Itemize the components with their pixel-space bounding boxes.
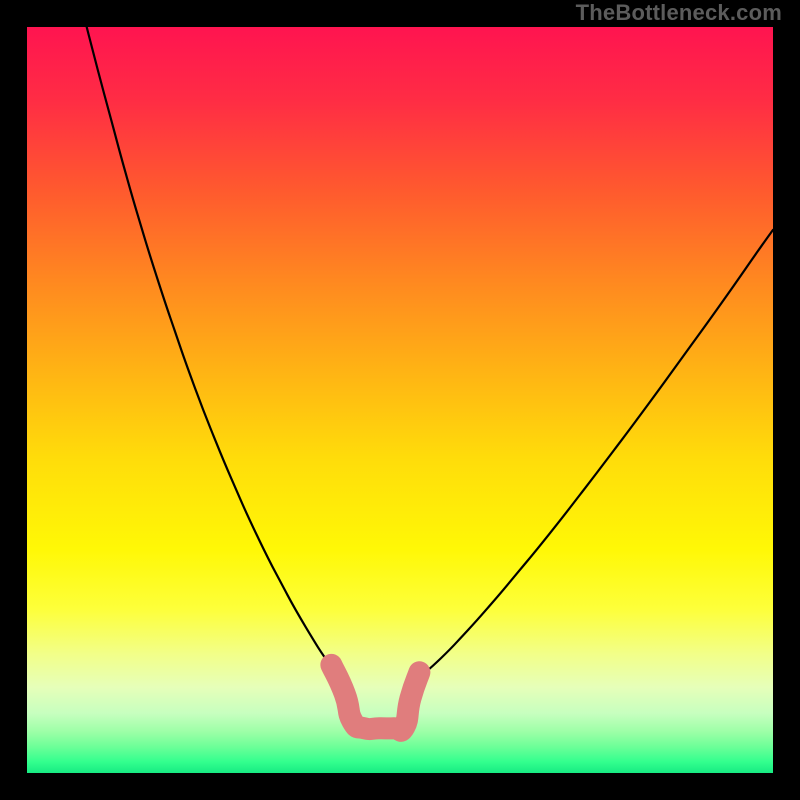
chart-background [27,27,773,773]
watermark-text: TheBottleneck.com [576,0,782,26]
chart-svg [27,27,773,773]
chart-plot-area [27,27,773,773]
